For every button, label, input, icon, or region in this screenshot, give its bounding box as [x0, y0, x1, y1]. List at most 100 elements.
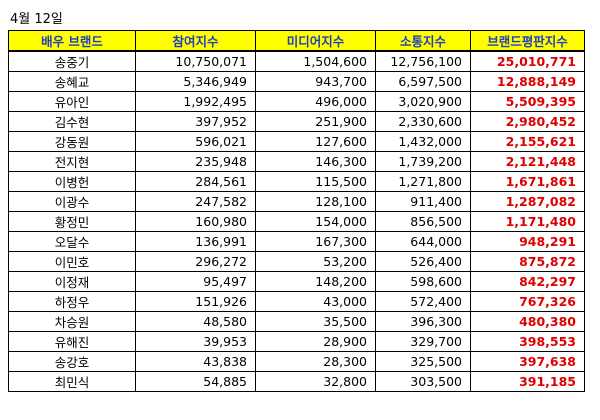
index-cell: 128,100	[255, 191, 376, 212]
header-cell: 배우 브랜드	[8, 30, 136, 52]
index-cell: 911,400	[375, 191, 471, 212]
index-cell: 397,952	[135, 111, 256, 132]
index-cell: 572,400	[375, 291, 471, 312]
index-cell: 154,000	[255, 211, 376, 232]
actor-name: 이정재	[8, 271, 136, 292]
index-cell: 43,000	[255, 291, 376, 312]
table-row: 이광수 247,582 128,100 911,400 1,287,082	[8, 191, 585, 212]
table-row: 강동원 596,021 127,600 1,432,000 2,155,621	[8, 131, 585, 152]
index-cell: 5,346,949	[135, 71, 256, 92]
index-cell: 127,600	[255, 131, 376, 152]
index-cell: 32,800	[255, 371, 376, 392]
table-row: 이정재 95,497 148,200 598,600 842,297	[8, 271, 585, 292]
index-cell: 146,300	[255, 151, 376, 172]
date-label: 4월 12일	[10, 12, 63, 27]
index-cell: 53,200	[255, 251, 376, 272]
table-row: 송중기 10,750,071 1,504,600 12,756,100 25,010,7…	[8, 50, 585, 72]
header-cell: 소통지수	[375, 30, 471, 52]
index-cell: 2,121,448	[470, 151, 585, 172]
index-cell: 875,872	[470, 251, 585, 272]
actor-name: 이광수	[8, 191, 136, 212]
index-cell: 12,888,149	[470, 71, 585, 92]
actor-name: 오달수	[8, 231, 136, 252]
index-cell: 329,700	[375, 331, 471, 352]
actor-name: 이병헌	[8, 171, 136, 192]
index-cell: 391,185	[470, 371, 585, 392]
index-cell: 25,010,771	[470, 50, 585, 72]
table-row: 하정우 151,926 43,000 572,400 767,326	[8, 291, 585, 312]
table-row: 차승원 48,580 35,500 396,300 480,380	[8, 311, 585, 332]
index-cell: 856,500	[375, 211, 471, 232]
index-cell: 943,700	[255, 71, 376, 92]
table-row: 황정민 160,980 154,000 856,500 1,171,480	[8, 211, 585, 232]
index-cell: 496,000	[255, 91, 376, 112]
index-cell: 1,992,495	[135, 91, 256, 112]
table-row: 전지현 235,948 146,300 1,739,200 2,121,448	[8, 151, 585, 172]
index-cell: 12,756,100	[375, 50, 471, 72]
index-cell: 10,750,071	[135, 50, 256, 72]
index-cell: 5,509,395	[470, 91, 585, 112]
index-cell: 842,297	[470, 271, 585, 292]
index-cell: 526,400	[375, 251, 471, 272]
index-cell: 767,326	[470, 291, 585, 312]
index-cell: 6,597,500	[375, 71, 471, 92]
actor-name: 송혜교	[8, 71, 136, 92]
index-cell: 596,021	[135, 131, 256, 152]
table-row: 오달수 136,991 167,300 644,000 948,291	[8, 231, 585, 252]
index-cell: 598,600	[375, 271, 471, 292]
header-cell: 브랜드평판지수	[470, 30, 585, 52]
index-cell: 2,330,600	[375, 111, 471, 132]
index-cell: 235,948	[135, 151, 256, 172]
actor-name: 송중기	[8, 50, 136, 72]
index-cell: 48,580	[135, 311, 256, 332]
index-cell: 151,926	[135, 291, 256, 312]
table-body: 송중기 10,750,071 1,504,600 12,756,100 25,010,7…	[8, 50, 585, 392]
index-cell: 95,497	[135, 271, 256, 292]
index-cell: 284,561	[135, 171, 256, 192]
actor-name: 유아인	[8, 91, 136, 112]
actor-name: 유해진	[8, 331, 136, 352]
header-cell: 참여지수	[135, 30, 256, 52]
index-cell: 397,638	[470, 351, 585, 372]
actor-name: 차승원	[8, 311, 136, 332]
index-cell: 398,553	[470, 331, 585, 352]
index-cell: 136,991	[135, 231, 256, 252]
index-cell: 28,900	[255, 331, 376, 352]
table-row: 유해진 39,953 28,900 329,700 398,553	[8, 331, 585, 352]
actor-name: 전지현	[8, 151, 136, 172]
index-cell: 2,980,452	[470, 111, 585, 132]
index-cell: 167,300	[255, 231, 376, 252]
index-cell: 1,739,200	[375, 151, 471, 172]
index-cell: 54,885	[135, 371, 256, 392]
table-row: 유아인 1,992,495 496,000 3,020,900 5,509,395	[8, 91, 585, 112]
table-row: 김수현 397,952 251,900 2,330,600 2,980,452	[8, 111, 585, 132]
header-cell: 미디어지수	[255, 30, 376, 52]
index-cell: 396,300	[375, 311, 471, 332]
actor-name: 하정우	[8, 291, 136, 312]
index-cell: 296,272	[135, 251, 256, 272]
table-row: 이민호 296,272 53,200 526,400 875,872	[8, 251, 585, 272]
index-cell: 1,671,861	[470, 171, 585, 192]
index-cell: 1,432,000	[375, 131, 471, 152]
index-cell: 28,300	[255, 351, 376, 372]
table-row: 이병헌 284,561 115,500 1,271,800 1,671,861	[8, 171, 585, 192]
index-cell: 247,582	[135, 191, 256, 212]
index-cell: 303,500	[375, 371, 471, 392]
index-cell: 2,155,621	[470, 131, 585, 152]
actor-name: 이민호	[8, 251, 136, 272]
index-cell: 160,980	[135, 211, 256, 232]
actor-name: 김수현	[8, 111, 136, 132]
index-cell: 1,171,480	[470, 211, 585, 232]
actor-name: 황정민	[8, 211, 136, 232]
table-row: 송혜교 5,346,949 943,700 6,597,500 12,888,149	[8, 71, 585, 92]
index-cell: 644,000	[375, 231, 471, 252]
index-cell: 39,953	[135, 331, 256, 352]
index-cell: 1,271,800	[375, 171, 471, 192]
index-cell: 3,020,900	[375, 91, 471, 112]
actor-name: 강동원	[8, 131, 136, 152]
index-cell: 1,504,600	[255, 50, 376, 72]
ranking-table: 배우 브랜드 참여지수 미디어지수 소통지수 브랜드평판지수 송중기 10,750,071…	[8, 30, 585, 392]
index-cell: 251,900	[255, 111, 376, 132]
index-cell: 948,291	[470, 231, 585, 252]
